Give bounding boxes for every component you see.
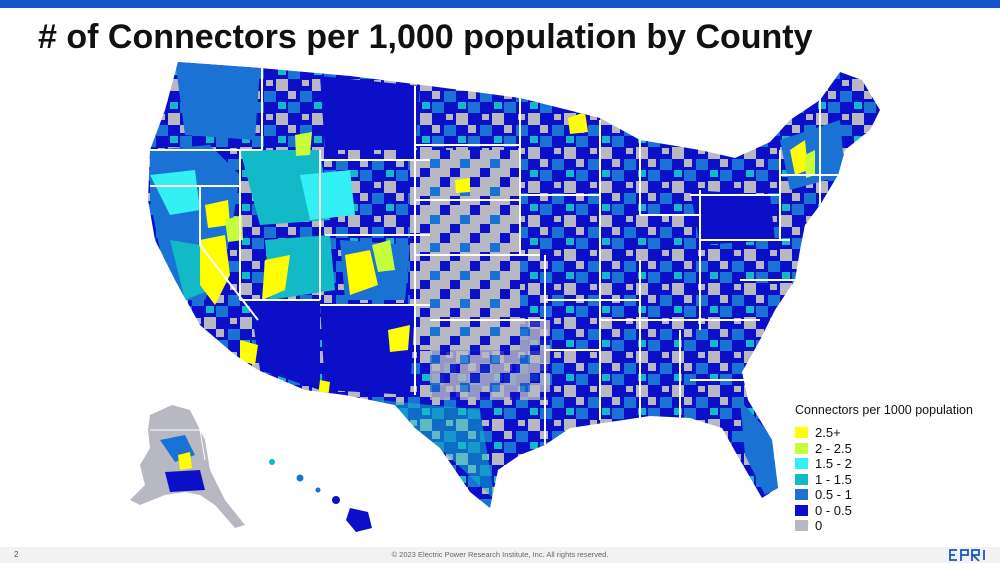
lower-48-states <box>148 62 880 508</box>
hawaii <box>269 459 372 532</box>
legend-label: 0 - 0.5 <box>815 502 852 518</box>
legend-item-2-5-plus: 2.5+ <box>795 425 995 441</box>
state-borders <box>150 62 845 445</box>
legend-swatch <box>795 489 808 501</box>
legend-swatch <box>795 504 808 516</box>
legend-item-1-5-2: 1.5 - 2 <box>795 456 995 472</box>
alaska <box>130 405 245 528</box>
map-legend: Connectors per 1000 population 2.5+ 2 - … <box>795 403 995 534</box>
legend-swatch <box>795 458 808 470</box>
legend-item-1-1-5: 1 - 1.5 <box>795 472 995 488</box>
legend-item-0-0-5: 0 - 0.5 <box>795 503 995 519</box>
legend-swatch <box>795 442 808 454</box>
legend-label: 0 <box>815 518 823 534</box>
slide-footer: 2 © 2023 Electric Power Research Institu… <box>0 547 1000 563</box>
legend-swatch <box>795 520 808 532</box>
legend-swatch <box>795 473 808 485</box>
legend-title: Connectors per 1000 population <box>795 403 973 417</box>
page-number: 2 <box>14 550 19 559</box>
legend-item-2-2-5: 2 - 2.5 <box>795 441 995 457</box>
legend-item-0: 0 <box>795 518 995 534</box>
legend-label: 2 - 2.5 <box>815 440 852 456</box>
legend-label: 1 - 1.5 <box>815 471 852 487</box>
top-accent-bar <box>0 0 1000 8</box>
legend-item-0-5-1: 0.5 - 1 <box>795 487 995 503</box>
legend-label: 1.5 - 2 <box>815 456 852 472</box>
legend-label: 0.5 - 1 <box>815 487 852 503</box>
legend-label: 2.5+ <box>815 425 841 441</box>
legend-swatch <box>795 427 808 439</box>
slide-title: # of Connectors per 1,000 population by … <box>38 18 813 56</box>
epri-logo <box>949 549 985 562</box>
copyright-notice: © 2023 Electric Power Research Institute… <box>391 550 609 559</box>
